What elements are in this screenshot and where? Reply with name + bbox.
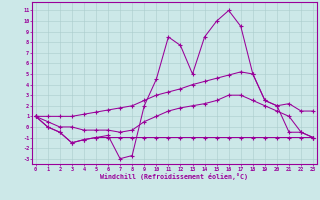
X-axis label: Windchill (Refroidissement éolien,°C): Windchill (Refroidissement éolien,°C) <box>100 173 248 180</box>
